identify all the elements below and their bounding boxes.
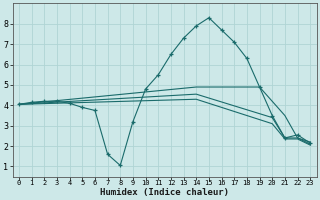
X-axis label: Humidex (Indice chaleur): Humidex (Indice chaleur) bbox=[100, 188, 229, 197]
